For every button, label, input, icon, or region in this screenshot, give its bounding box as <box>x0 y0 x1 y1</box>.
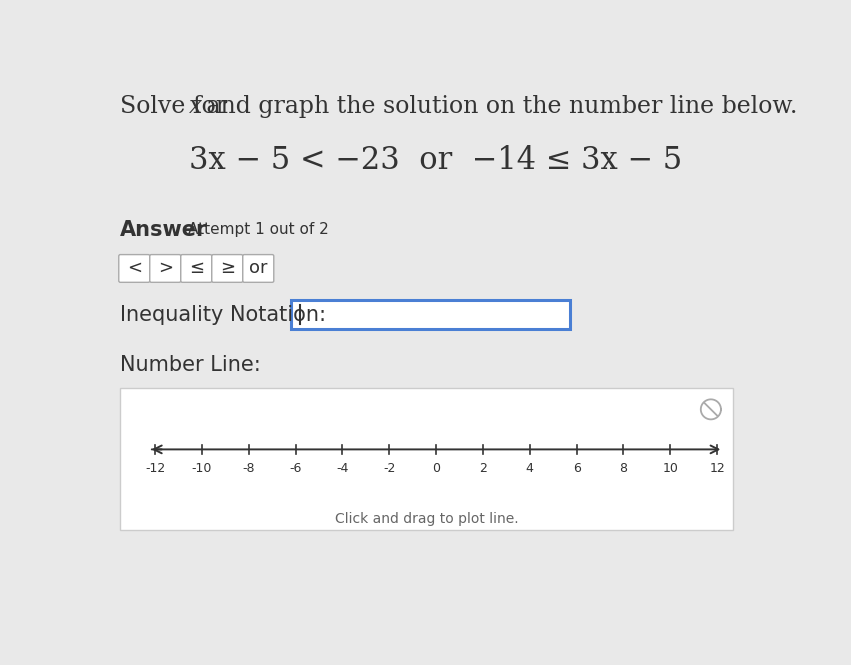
Text: <: < <box>127 259 142 277</box>
Text: Number Line:: Number Line: <box>120 354 261 374</box>
Text: Attempt 1 out of 2: Attempt 1 out of 2 <box>188 223 328 237</box>
FancyBboxPatch shape <box>150 255 180 283</box>
Text: 3x − 5 < −23  or  −14 ≤ 3x − 5: 3x − 5 < −23 or −14 ≤ 3x − 5 <box>189 145 683 176</box>
Text: Inequality Notation:: Inequality Notation: <box>120 305 326 325</box>
FancyBboxPatch shape <box>291 300 570 329</box>
Text: Click and drag to plot line.: Click and drag to plot line. <box>334 513 518 527</box>
Text: x: x <box>189 95 203 118</box>
Text: and graph the solution on the number line below.: and graph the solution on the number lin… <box>198 95 797 118</box>
Text: -4: -4 <box>336 462 349 475</box>
FancyBboxPatch shape <box>212 255 243 283</box>
Text: Answer: Answer <box>120 220 208 240</box>
Text: >: > <box>157 259 173 277</box>
FancyBboxPatch shape <box>243 255 274 283</box>
Text: 4: 4 <box>526 462 534 475</box>
Text: or: or <box>249 259 267 277</box>
Text: ≤: ≤ <box>189 259 204 277</box>
Text: 6: 6 <box>573 462 580 475</box>
Text: -10: -10 <box>191 462 212 475</box>
Text: Solve for: Solve for <box>120 95 235 118</box>
Text: -12: -12 <box>145 462 165 475</box>
Text: 10: 10 <box>662 462 678 475</box>
FancyBboxPatch shape <box>180 255 212 283</box>
Text: -6: -6 <box>289 462 302 475</box>
Text: 8: 8 <box>620 462 627 475</box>
Text: 0: 0 <box>432 462 440 475</box>
FancyBboxPatch shape <box>119 255 150 283</box>
Text: 2: 2 <box>479 462 487 475</box>
Text: 12: 12 <box>709 462 725 475</box>
Text: -2: -2 <box>383 462 396 475</box>
FancyBboxPatch shape <box>120 388 733 530</box>
Text: ≥: ≥ <box>220 259 235 277</box>
Text: -8: -8 <box>243 462 255 475</box>
